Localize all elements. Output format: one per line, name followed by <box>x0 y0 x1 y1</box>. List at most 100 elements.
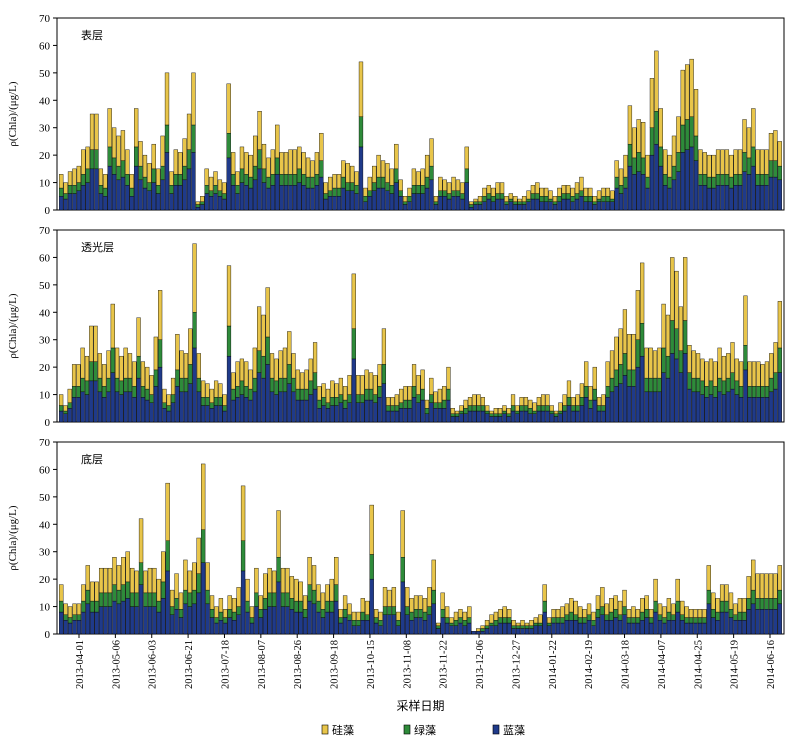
bar-segment-blue <box>147 606 153 635</box>
bar-segment-blue <box>773 609 778 635</box>
bar-segment-blue <box>640 355 645 423</box>
bar-segment-green <box>420 388 425 401</box>
bar-segment-yellow <box>364 369 369 390</box>
bar-segment-yellow <box>341 160 346 178</box>
bar-segment-green <box>338 617 343 624</box>
bar-segment-yellow <box>103 567 108 594</box>
bar-segment-yellow <box>438 176 443 191</box>
bar-segment-yellow <box>196 537 201 574</box>
bar-segment-blue <box>708 394 714 423</box>
bar-segment-green <box>721 380 726 395</box>
bar-segment-blue <box>334 600 339 635</box>
x-tick-label: 2013-11-08 <box>402 640 413 689</box>
bar-segment-green <box>724 174 730 186</box>
bar-segment-yellow <box>394 394 399 406</box>
bar-segment-yellow <box>570 187 575 197</box>
bar-segment-yellow <box>249 606 255 618</box>
bar-segment-yellow <box>156 168 161 186</box>
bar-segment-blue <box>578 622 583 635</box>
bar-segment-green <box>116 589 122 605</box>
bar-segment-blue <box>138 584 144 635</box>
bar-segment-yellow <box>768 132 774 161</box>
bar-segment-blue <box>119 394 124 423</box>
bar-segment-green <box>280 592 286 607</box>
bar-segment-yellow <box>622 589 627 607</box>
bar-segment-green <box>473 201 478 205</box>
bar-segment-yellow <box>453 611 459 621</box>
y-tick-label: 70 <box>39 437 51 449</box>
bar-segment-blue <box>557 201 562 211</box>
bar-segment-yellow <box>777 301 782 349</box>
bar-segment-green <box>363 196 368 202</box>
bar-segment-yellow <box>675 578 680 602</box>
bar-segment-green <box>377 386 382 398</box>
bar-segment-yellow <box>102 364 107 387</box>
bar-segment-blue <box>103 606 108 635</box>
bar-segment-blue <box>604 620 609 635</box>
bar-segment-blue <box>244 397 249 423</box>
bar-segment-green <box>160 165 165 181</box>
bar-segment-yellow <box>67 171 73 186</box>
bar-segment-yellow <box>205 383 210 398</box>
bar-segment-yellow <box>106 350 111 379</box>
x-tick-label: 2014-04-07 <box>657 640 668 689</box>
bar-segment-blue <box>764 397 770 423</box>
bar-segment-green <box>579 190 584 197</box>
bar-segment-yellow <box>178 592 184 610</box>
bar-segment-blue <box>574 198 580 211</box>
bar-segment-green <box>115 377 120 393</box>
bar-segment-blue <box>274 394 279 423</box>
bar-segment-blue <box>191 152 196 211</box>
bar-segment-yellow <box>769 353 774 379</box>
bar-segment-blue <box>84 394 90 423</box>
bar-segment-yellow <box>532 402 537 412</box>
bar-segment-yellow <box>623 154 628 178</box>
bar-segment-yellow <box>304 369 309 390</box>
bar-segment-blue <box>226 157 231 211</box>
bar-segment-yellow <box>195 201 201 205</box>
bar-segment-green <box>515 410 520 414</box>
bar-segment-yellow <box>510 394 516 406</box>
x-tick-label: 2013-09-18 <box>330 640 341 689</box>
bar-segment-yellow <box>267 567 272 594</box>
bar-segment-blue <box>773 176 778 211</box>
bar-segment-green <box>138 562 144 585</box>
bar-segment-green <box>704 386 709 398</box>
bar-segment-green <box>511 625 516 629</box>
bar-segment-green <box>530 193 536 200</box>
bar-segment-yellow <box>666 598 672 613</box>
bar-segment-green <box>484 625 490 629</box>
bar-segment-blue <box>179 391 184 423</box>
bar-segment-yellow <box>548 190 553 200</box>
bar-segment-blue <box>204 193 209 211</box>
bar-segment-blue <box>294 611 299 635</box>
bar-segment-blue <box>89 380 94 423</box>
bar-segment-green <box>147 592 153 607</box>
bar-segment-green <box>364 388 369 401</box>
bar-segment-yellow <box>519 397 524 406</box>
bar-segment-green <box>726 377 731 393</box>
bar-segment-green <box>85 168 90 183</box>
bar-segment-blue <box>129 196 134 211</box>
bar-segment-green <box>196 377 201 393</box>
bar-segment-yellow <box>279 152 284 175</box>
bar-segment-green <box>343 399 348 409</box>
bar-segment-yellow <box>583 187 588 197</box>
bar-segment-green <box>747 386 752 398</box>
bar-segment-blue <box>81 185 86 211</box>
bar-segment-green <box>345 182 350 191</box>
bar-segment-blue <box>174 609 179 635</box>
bar-segment-yellow <box>545 394 550 406</box>
bar-segment-green <box>236 606 241 615</box>
bar-segment-yellow <box>429 138 434 167</box>
bar-segment-green <box>702 617 707 624</box>
bar-segment-green <box>640 611 645 621</box>
bar-segment-green <box>257 149 262 170</box>
bar-segment-yellow <box>405 587 410 607</box>
bar-segment-green <box>670 320 675 354</box>
bar-segment-green <box>429 165 434 181</box>
bar-segment-yellow <box>702 152 707 175</box>
bar-segment-yellow <box>389 168 394 186</box>
bar-segment-yellow <box>529 620 534 626</box>
x-tick-label: 2014-05-19 <box>730 640 741 689</box>
